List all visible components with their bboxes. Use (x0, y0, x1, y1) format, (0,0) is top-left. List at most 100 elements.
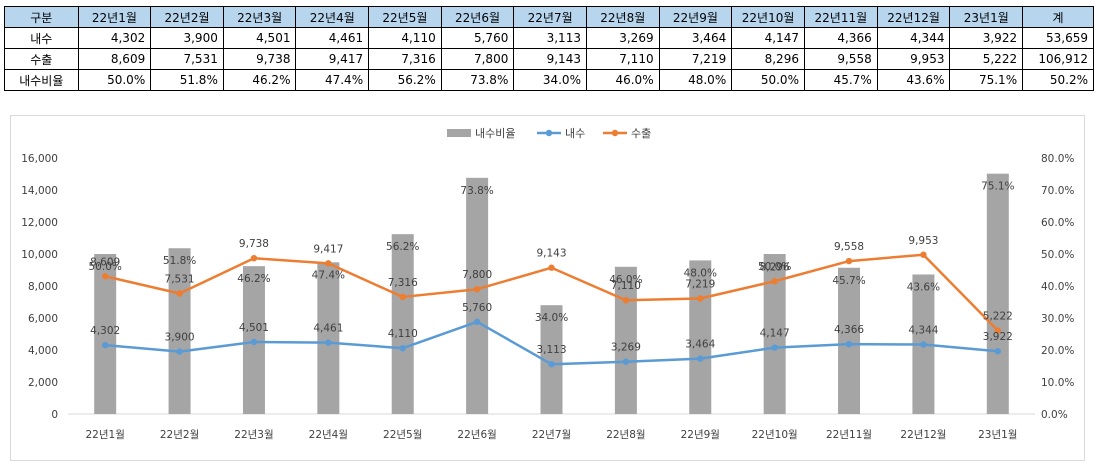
legend-swatch-내수비율 (447, 129, 471, 137)
point-수출 (845, 257, 853, 265)
bar-내수비율 (391, 234, 414, 414)
table-cell: 3,269 (585, 27, 660, 49)
table-cell: 3,464 (658, 27, 733, 49)
data-label-내수: 3,269 (611, 342, 641, 354)
data-label-수출: 9,953 (908, 235, 938, 247)
table-cell: 9,558 (803, 48, 878, 70)
table-row-label: 수출 (4, 48, 79, 70)
bar-내수비율 (614, 266, 637, 414)
table-cell: 50.2% (1022, 69, 1094, 91)
point-수출 (920, 251, 927, 258)
x-tick-label: 22년11월 (826, 429, 872, 441)
y-left-tick-label: 6,000 (28, 313, 58, 325)
legend-label: 내수 (565, 127, 585, 140)
point-수출 (101, 273, 109, 280)
table-cell: 4,302 (77, 27, 152, 49)
table-cell: 46.0% (585, 69, 660, 91)
y-right-tick-label: 70.0% (1041, 185, 1074, 197)
table-cell: 9,417 (295, 48, 370, 70)
table-cell: 7,219 (658, 48, 733, 70)
table-cell: 53,659 (1022, 27, 1094, 49)
data-label-수출: 8,609 (90, 256, 120, 268)
table-cell: 3,113 (513, 27, 587, 49)
data-label-수출: 9,738 (239, 238, 269, 250)
y-right-tick-label: 10.0% (1041, 377, 1074, 389)
y-right-tick-label: 20.0% (1041, 345, 1074, 357)
table-cell: 5,760 (440, 27, 515, 49)
data-label-내수: 3,900 (165, 332, 195, 344)
data-label-내수: 4,366 (834, 324, 864, 336)
table-header-cell: 22년8월 (585, 6, 660, 28)
point-내수 (176, 348, 183, 355)
y-right-tick-label: 40.0% (1041, 281, 1074, 293)
legend-marker-내수 (545, 129, 553, 137)
data-label-내수비율: 56.2% (386, 241, 419, 253)
point-수출 (250, 254, 258, 262)
table-row: 내수 4,302 3,900 4,501 4,461 4,110 5,760 3,113 3,2… (4, 27, 1094, 49)
data-label-수출: 9,417 (313, 243, 343, 255)
legend-label: 내수비율 (475, 127, 515, 140)
combo-chart: 0 2,000 4,000 6,000 8,000 10,000 12,000 14,000 1… (21, 127, 1074, 441)
point-수출 (697, 295, 704, 302)
data-label-내수: 4,147 (760, 328, 790, 340)
y-left-tick-label: 12,000 (21, 217, 58, 229)
bar-내수비율 (838, 267, 861, 414)
table-cell: 75.1% (949, 69, 1024, 91)
table-header-cell: 계 (1022, 6, 1094, 28)
table-cell: 8,296 (731, 48, 805, 70)
x-tick-label: 22년6월 (457, 429, 496, 441)
data-label-수출: 7,219 (685, 278, 715, 290)
data-label-내수비율: 45.7% (832, 275, 865, 287)
data-label-내수비율: 75.1% (981, 181, 1014, 193)
table-cell: 4,461 (295, 27, 370, 49)
data-label-내수비율: 46.0% (609, 274, 642, 286)
bar-내수비율 (763, 254, 786, 414)
x-tick-label: 22년2월 (160, 429, 199, 441)
table-header-cell: 23년1월 (949, 6, 1024, 28)
x-tick-label: 22년7월 (532, 429, 571, 441)
x-tick-label: 22년5월 (383, 429, 422, 441)
bar-내수비율 (986, 173, 1009, 414)
point-내수 (920, 341, 927, 348)
y-left-tick-label: 2,000 (28, 377, 58, 389)
table-row: 수출 8,609 7,531 9,738 9,417 7,316 7,800 9,143 7,1… (4, 48, 1094, 70)
table-header-cell: 22년1월 (77, 6, 152, 28)
data-label-수출: 8,296 (760, 261, 790, 273)
point-내수 (325, 339, 332, 346)
table-row: 내수비율 50.0% 51.8% 46.2% 47.4% 56.2% 73.8% 34.0% 4… (4, 69, 1094, 91)
data-label-내수비율: 50.0% (758, 261, 791, 273)
table-header-cell: 22년3월 (222, 6, 297, 28)
point-내수 (845, 340, 853, 348)
table-header-cell: 22년4월 (295, 6, 370, 28)
data-label-내수: 4,501 (239, 322, 269, 334)
data-label-내수: 5,760 (462, 302, 492, 314)
table-cell: 7,110 (585, 48, 660, 70)
point-내수 (473, 318, 481, 326)
table-cell: 106,912 (1022, 48, 1094, 70)
point-수출 (994, 327, 1002, 334)
point-내수 (771, 344, 778, 351)
table-cell: 7,800 (440, 48, 515, 70)
bar-내수비율 (317, 262, 340, 414)
table-cell: 48.0% (658, 69, 733, 91)
point-수출 (399, 293, 406, 301)
data-label-내수: 4,110 (388, 328, 418, 340)
data-label-내수비율: 48.0% (684, 267, 717, 279)
point-내수 (994, 348, 1002, 355)
data-label-수출: 9,143 (536, 248, 566, 260)
table-cell: 9,143 (513, 48, 587, 70)
x-tick-label: 22년10월 (752, 429, 798, 441)
y-left-tick-label: 10,000 (21, 249, 58, 261)
table-cell: 45.7% (803, 69, 878, 91)
table-cell: 50.0% (731, 69, 805, 91)
table-cell: 7,316 (368, 48, 442, 70)
table-header-cell: 22년2월 (150, 6, 224, 28)
point-내수 (548, 360, 555, 368)
point-내수 (399, 345, 406, 352)
x-tick-label: 22년1월 (86, 429, 125, 441)
table-header-cell: 22년6월 (440, 6, 515, 28)
legend-label: 수출 (631, 127, 651, 140)
table-cell: 3,900 (150, 27, 224, 49)
table-cell: 34.0% (513, 69, 587, 91)
table-row-label: 내수비율 (4, 69, 79, 91)
